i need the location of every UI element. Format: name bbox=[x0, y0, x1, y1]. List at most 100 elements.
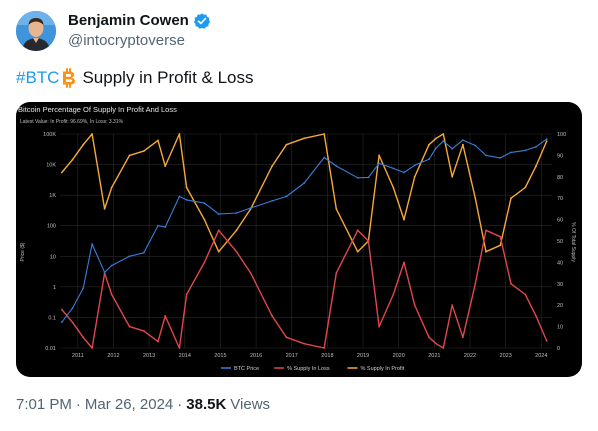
data-point bbox=[462, 336, 464, 339]
data-point bbox=[428, 158, 430, 161]
data-point bbox=[485, 154, 487, 157]
data-point bbox=[82, 143, 85, 146]
data-point bbox=[110, 186, 113, 189]
data-point bbox=[510, 282, 512, 285]
data-point bbox=[367, 176, 370, 179]
y-left-tick-label: 100K bbox=[43, 132, 56, 138]
x-tick-label: 2023 bbox=[500, 353, 512, 359]
views-count: 38.5K bbox=[186, 396, 227, 413]
data-point bbox=[356, 176, 359, 179]
data-point bbox=[249, 272, 252, 274]
data-point bbox=[157, 340, 159, 343]
y-right-tick-label: 90 bbox=[557, 153, 563, 159]
data-point bbox=[485, 229, 487, 232]
x-tick-label: 2011 bbox=[72, 353, 84, 359]
data-point bbox=[164, 226, 167, 228]
avatar[interactable] bbox=[16, 11, 56, 51]
data-point bbox=[356, 229, 359, 232]
y-left-tick-label: 0.1 bbox=[48, 315, 56, 321]
data-point bbox=[185, 293, 188, 296]
data-point bbox=[185, 199, 188, 201]
hashtag-link[interactable]: #BTC bbox=[16, 68, 60, 87]
data-point bbox=[60, 171, 63, 174]
bitcoin-icon bbox=[63, 68, 76, 88]
meta-separator: · bbox=[75, 396, 81, 413]
y-left-tick-label: 100 bbox=[47, 224, 56, 230]
data-point bbox=[335, 208, 338, 210]
data-point bbox=[235, 250, 238, 253]
verified-badge-icon bbox=[193, 13, 211, 29]
y-left-tick-label: 1 bbox=[53, 285, 56, 291]
data-point bbox=[157, 224, 159, 227]
data-point bbox=[178, 133, 181, 135]
x-tick-label: 2016 bbox=[250, 353, 262, 359]
supply-in-profit-line bbox=[61, 133, 548, 253]
author-display-name[interactable]: Benjamin Cowen bbox=[68, 12, 189, 29]
data-point bbox=[335, 272, 338, 274]
data-point bbox=[235, 229, 238, 232]
data-point bbox=[367, 240, 370, 242]
data-point bbox=[510, 197, 512, 200]
y-left-tick-label: 10K bbox=[46, 163, 56, 169]
data-point bbox=[271, 165, 273, 167]
data-point bbox=[403, 261, 405, 264]
x-tick-label: 2024 bbox=[535, 353, 547, 359]
data-point bbox=[249, 207, 252, 209]
tweet-time[interactable]: 7:01 PM bbox=[16, 396, 72, 413]
x-tick-label: 2022 bbox=[464, 353, 476, 359]
author-handle[interactable]: @intocryptoverse bbox=[68, 32, 185, 49]
data-point bbox=[91, 133, 93, 135]
views-label: Views bbox=[230, 396, 271, 413]
data-point bbox=[413, 304, 416, 307]
data-point bbox=[71, 158, 74, 161]
data-point bbox=[499, 157, 502, 159]
data-point bbox=[462, 143, 464, 146]
data-point bbox=[203, 218, 206, 221]
x-tick-label: 2020 bbox=[393, 353, 405, 359]
data-point bbox=[356, 250, 359, 253]
y-right-tick-label: 70 bbox=[557, 196, 563, 202]
x-tick-label: 2018 bbox=[321, 353, 333, 359]
tweet-text: #BTC Supply in Profit & Loss bbox=[16, 66, 254, 90]
x-tick-label: 2012 bbox=[107, 353, 119, 359]
data-point bbox=[285, 195, 288, 198]
y-right-tick-label: 50 bbox=[557, 239, 563, 245]
data-point bbox=[524, 293, 527, 296]
data-point bbox=[442, 347, 445, 349]
tweet-image-chart[interactable]: Bitcoin Percentage Of Supply In Profit A… bbox=[16, 102, 582, 377]
y-left-tick-label: 1K bbox=[49, 193, 56, 199]
data-point bbox=[303, 182, 306, 184]
data-point bbox=[392, 167, 395, 170]
data-point bbox=[217, 213, 220, 215]
supply-in-loss-line bbox=[61, 229, 548, 349]
x-tick-label: 2013 bbox=[143, 353, 155, 359]
y-left-tick-label: 10 bbox=[50, 254, 56, 260]
data-point bbox=[203, 261, 206, 264]
data-point bbox=[128, 255, 131, 258]
data-point bbox=[442, 133, 445, 135]
data-point bbox=[110, 293, 113, 296]
data-point bbox=[285, 143, 288, 146]
chart-title: Bitcoin Percentage Of Supply In Profit A… bbox=[18, 105, 177, 114]
data-point bbox=[164, 315, 167, 317]
data-point bbox=[499, 235, 502, 238]
tweet-date[interactable]: Mar 26, 2024 bbox=[84, 396, 174, 413]
data-point bbox=[235, 212, 238, 214]
tweet-header: Benjamin Cowen @intocryptoverse bbox=[16, 9, 211, 53]
data-point bbox=[91, 347, 93, 349]
data-point bbox=[71, 307, 74, 310]
y-left-tick-label: 0.01 bbox=[45, 346, 56, 352]
data-point bbox=[128, 325, 131, 328]
x-tick-label: 2019 bbox=[357, 353, 369, 359]
data-point bbox=[462, 139, 464, 141]
legend-label: BTC Price bbox=[234, 366, 259, 372]
data-point bbox=[403, 171, 405, 174]
x-tick-label: 2014 bbox=[179, 353, 191, 359]
data-point bbox=[428, 143, 430, 146]
data-point bbox=[545, 140, 548, 142]
data-point bbox=[60, 308, 63, 311]
data-point bbox=[535, 315, 537, 317]
data-point bbox=[323, 156, 326, 159]
data-point bbox=[403, 218, 405, 221]
data-point bbox=[91, 243, 93, 246]
